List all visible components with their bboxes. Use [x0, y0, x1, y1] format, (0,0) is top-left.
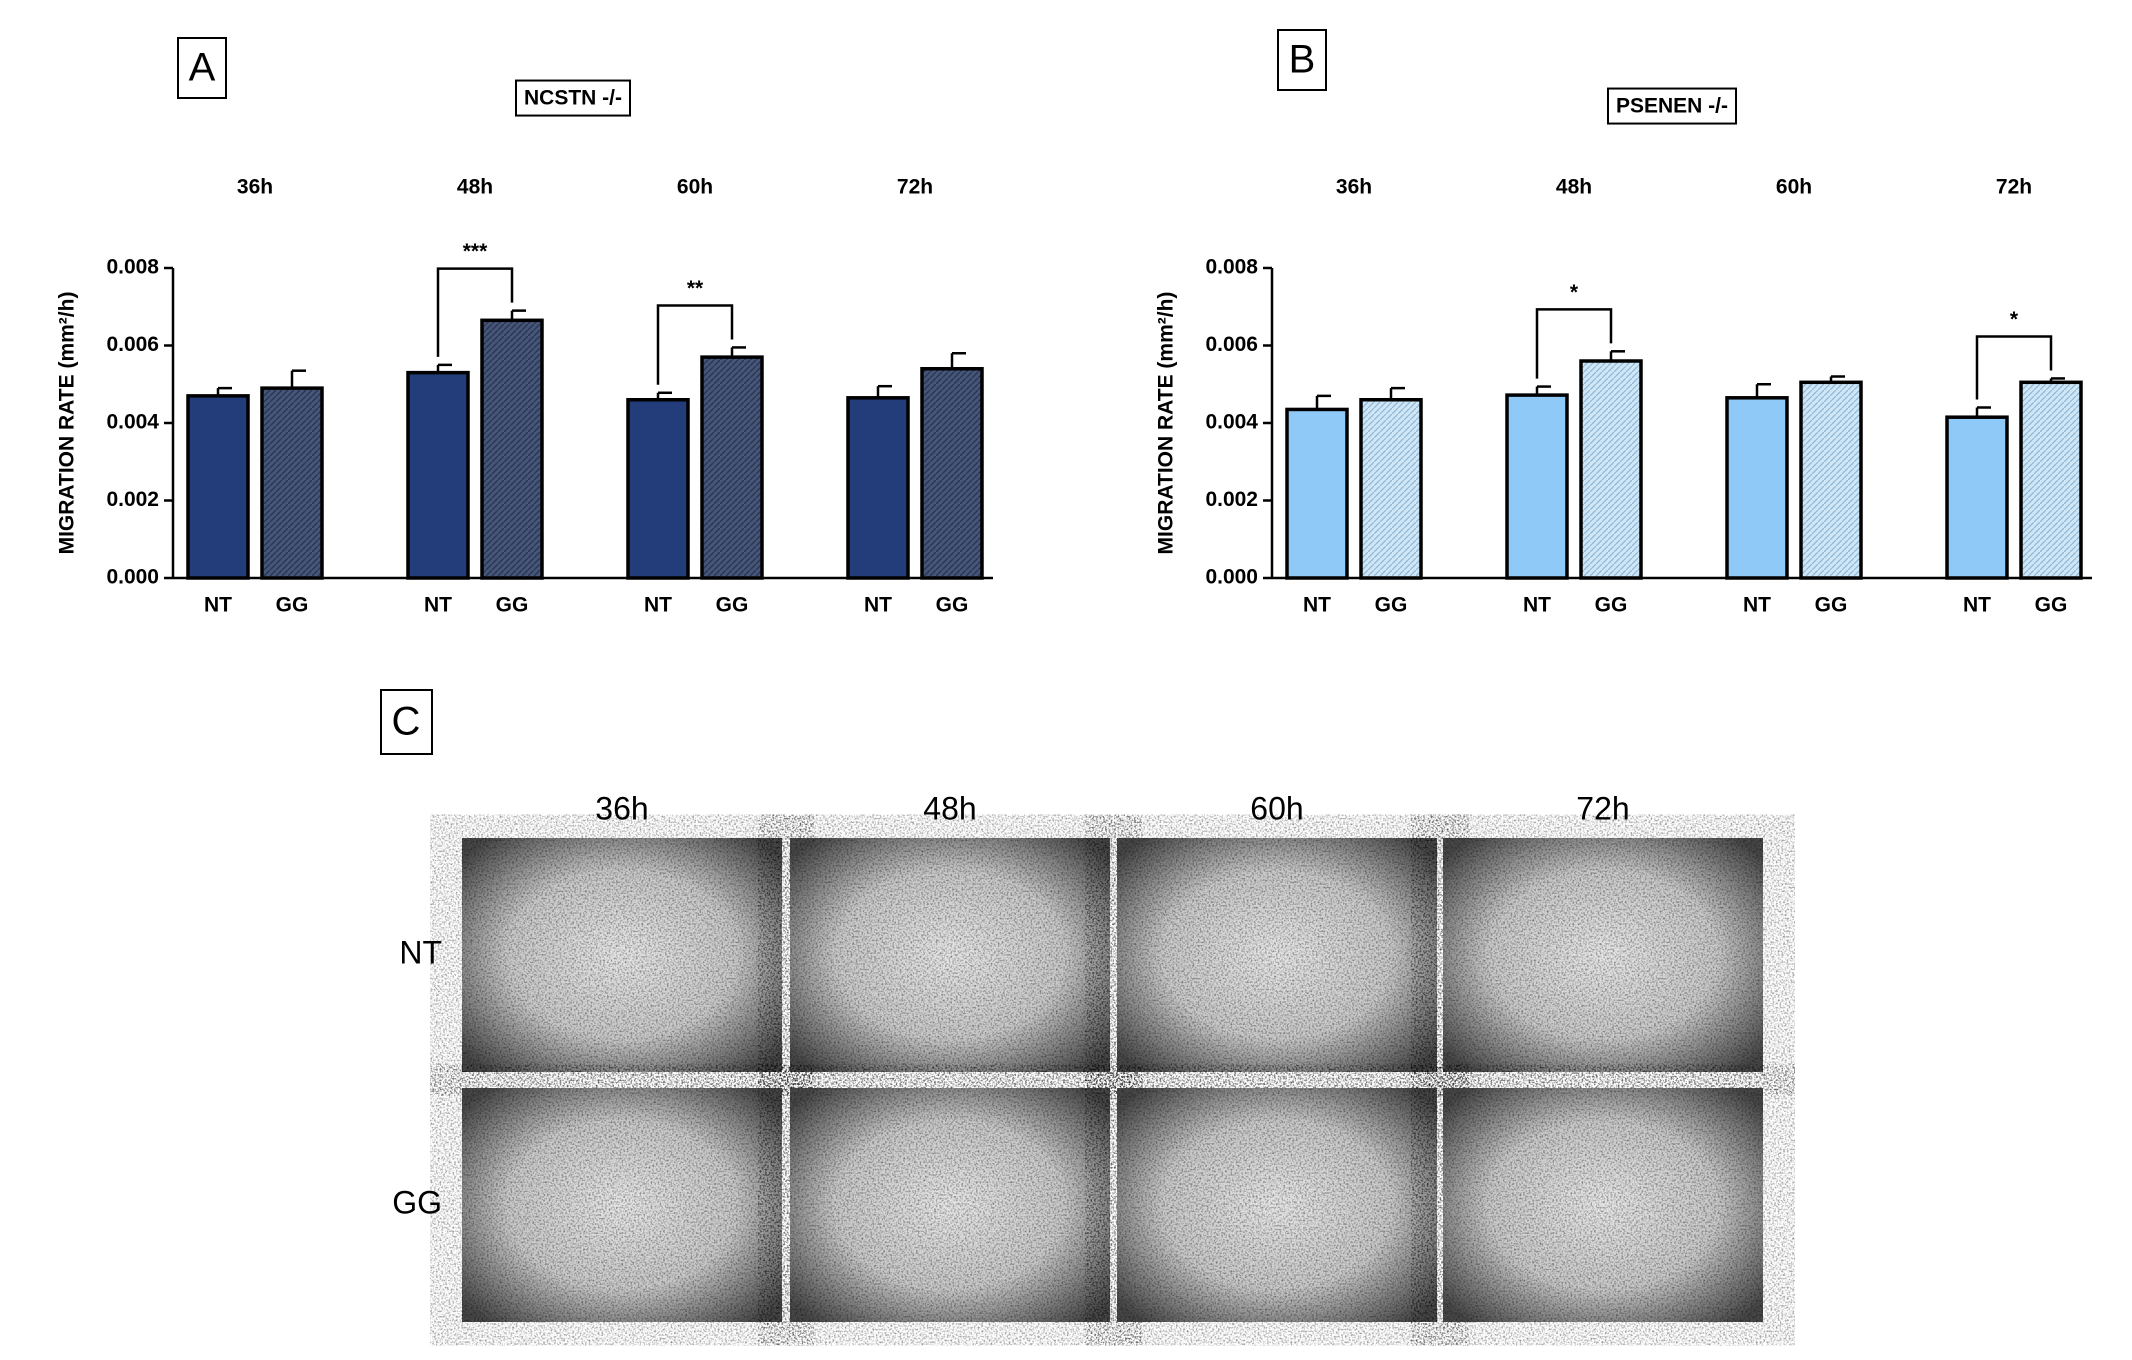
micrograph-texture — [1117, 838, 1437, 1072]
y-axis-label: MIGRATION RATE (mm²/h) — [56, 292, 79, 555]
column-label: 72h — [1576, 790, 1629, 826]
x-tick-label: GG — [1815, 594, 1848, 617]
panel-letter: C — [392, 700, 421, 744]
y-tick-label: 0.004 — [1205, 411, 1258, 434]
significance-bracket — [1535, 308, 1613, 379]
bar — [186, 394, 250, 580]
x-tick-label: GG — [1595, 594, 1628, 617]
group-label: 48h — [1556, 176, 1592, 199]
y-tick-label: 0.006 — [1205, 333, 1258, 356]
chart-title: NCSTN -/- — [524, 87, 622, 110]
bar — [1285, 407, 1349, 580]
column-label: 48h — [923, 790, 976, 826]
x-tick-label: GG — [496, 594, 529, 617]
significance-label: * — [1570, 281, 1579, 304]
x-tick-label: GG — [716, 594, 749, 617]
bar — [626, 398, 690, 580]
significance-bracket — [436, 267, 514, 357]
bar — [700, 355, 764, 580]
micrograph-texture — [1443, 838, 1763, 1072]
micrograph-texture — [790, 838, 1110, 1072]
significance-label: * — [2010, 308, 2019, 331]
y-tick-label: 0.004 — [106, 411, 159, 434]
x-tick-label: NT — [1743, 594, 1771, 617]
y-tick-label: 0.006 — [106, 333, 159, 356]
group-label: 72h — [897, 176, 933, 199]
x-tick-label: NT — [1303, 594, 1331, 617]
group-label: 48h — [457, 176, 493, 199]
group-label: 60h — [677, 176, 713, 199]
group-label: 36h — [237, 176, 273, 199]
bar — [920, 367, 984, 580]
bar — [1579, 359, 1643, 580]
significance-label: ** — [687, 277, 704, 300]
row-label: NT — [399, 934, 442, 970]
bar — [406, 370, 470, 580]
panel-box — [1277, 29, 1327, 91]
bar — [1505, 393, 1569, 580]
micrograph-texture — [1443, 1088, 1763, 1322]
x-tick-label: NT — [864, 594, 892, 617]
panel-letter: A — [189, 46, 216, 90]
panel-box — [177, 37, 227, 99]
micrograph-texture — [790, 1088, 1110, 1322]
significance-bracket — [1975, 335, 2053, 400]
y-tick-label: 0.002 — [1205, 488, 1258, 511]
y-tick-label: 0.008 — [106, 256, 159, 279]
column-label: 60h — [1250, 790, 1303, 826]
significance-bracket — [656, 304, 734, 385]
x-tick-label: GG — [1375, 594, 1408, 617]
group-label: 36h — [1336, 176, 1372, 199]
bar — [1945, 415, 2009, 580]
x-tick-label: NT — [204, 594, 232, 617]
bar — [1799, 380, 1863, 580]
micrograph-texture — [462, 838, 782, 1072]
x-tick-label: GG — [2035, 594, 2068, 617]
chart-title: PSENEN -/- — [1616, 95, 1728, 118]
panel-box — [380, 689, 433, 755]
y-tick-label: 0.000 — [1205, 566, 1258, 589]
y-tick-label: 0.002 — [106, 488, 159, 511]
bar — [2019, 380, 2083, 580]
column-label: 36h — [595, 790, 648, 826]
panel-letter: B — [1289, 38, 1316, 82]
group-label: 60h — [1776, 176, 1812, 199]
x-tick-label: NT — [1963, 594, 1991, 617]
x-tick-label: NT — [424, 594, 452, 617]
title-box — [1606, 87, 1738, 125]
bar — [1359, 398, 1423, 580]
bar — [260, 386, 324, 580]
bar — [480, 318, 544, 580]
x-tick-label: NT — [1523, 594, 1551, 617]
x-tick-label: GG — [936, 594, 969, 617]
y-axis-label: MIGRATION RATE (mm²/h) — [1155, 292, 1178, 555]
micrograph-texture — [462, 1088, 782, 1322]
significance-label: *** — [463, 240, 488, 263]
y-tick-label: 0.008 — [1205, 256, 1258, 279]
bar — [1725, 396, 1789, 580]
title-box — [515, 79, 631, 117]
micrograph-texture — [1117, 1088, 1437, 1322]
y-tick-label: 0.000 — [106, 566, 159, 589]
row-label: GG — [392, 1184, 442, 1220]
group-label: 72h — [1996, 176, 2032, 199]
x-tick-label: NT — [644, 594, 672, 617]
bar — [846, 396, 910, 580]
x-tick-label: GG — [276, 594, 309, 617]
